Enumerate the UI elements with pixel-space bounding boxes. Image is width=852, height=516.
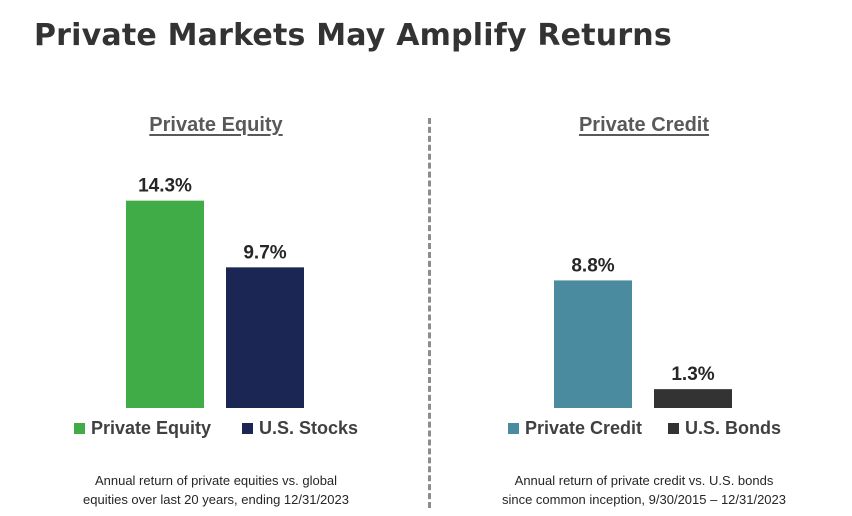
bar-us-stocks — [226, 267, 304, 408]
private-credit-caption: Annual return of private credit vs. U.S.… — [474, 471, 814, 509]
panel-divider — [428, 118, 431, 508]
data-label-us-stocks: 9.7% — [243, 242, 286, 263]
legend-label-us-stocks: U.S. Stocks — [259, 418, 359, 438]
page-title: Private Markets May Amplify Returns — [34, 18, 672, 53]
legend-item-us-bonds: U.S. Bonds — [668, 418, 781, 439]
private-equity-caption: Annual return of private equities vs. gl… — [46, 471, 386, 509]
legend-swatch-us-bonds — [668, 423, 679, 434]
legend-item-us-stocks: U.S. Stocks — [242, 418, 358, 439]
legend-swatch-us-stocks — [242, 423, 253, 434]
data-label-us-bonds: 1.3% — [671, 364, 714, 385]
private-credit-caption-line-1: Annual return of private credit vs. U.S.… — [514, 473, 774, 488]
private-credit-chart-title: Private Credit — [578, 114, 710, 136]
bar-us-bonds — [654, 389, 732, 408]
private-credit-caption-line-2: since common inception, 9/30/2015 – 12/3… — [501, 492, 787, 507]
private-equity-caption-line-1: Annual return of private equities vs. gl… — [94, 473, 338, 488]
private-equity-chart-title: Private Equity — [149, 114, 283, 136]
legend-swatch-private-credit — [508, 423, 519, 434]
bar-private-credit — [554, 280, 632, 408]
legend-swatch-private-equity — [74, 423, 85, 434]
private-credit-legend: Private Credit U.S. Bonds — [508, 418, 808, 440]
legend-item-private-equity: Private Equity — [74, 418, 211, 439]
legend-item-private-credit: Private Credit — [508, 418, 642, 439]
legend-label-private-credit: Private Credit — [525, 418, 643, 438]
legend-label-private-equity: Private Equity — [91, 418, 212, 438]
data-label-private-equity: 14.3% — [138, 176, 192, 197]
private-equity-legend: Private Equity U.S. Stocks — [74, 418, 374, 440]
private-equity-caption-line-2: equities over last 20 years, ending 12/3… — [83, 492, 349, 507]
data-label-private-credit: 8.8% — [571, 255, 614, 276]
legend-label-us-bonds: U.S. Bonds — [685, 418, 782, 438]
bar-private-equity — [126, 200, 204, 408]
